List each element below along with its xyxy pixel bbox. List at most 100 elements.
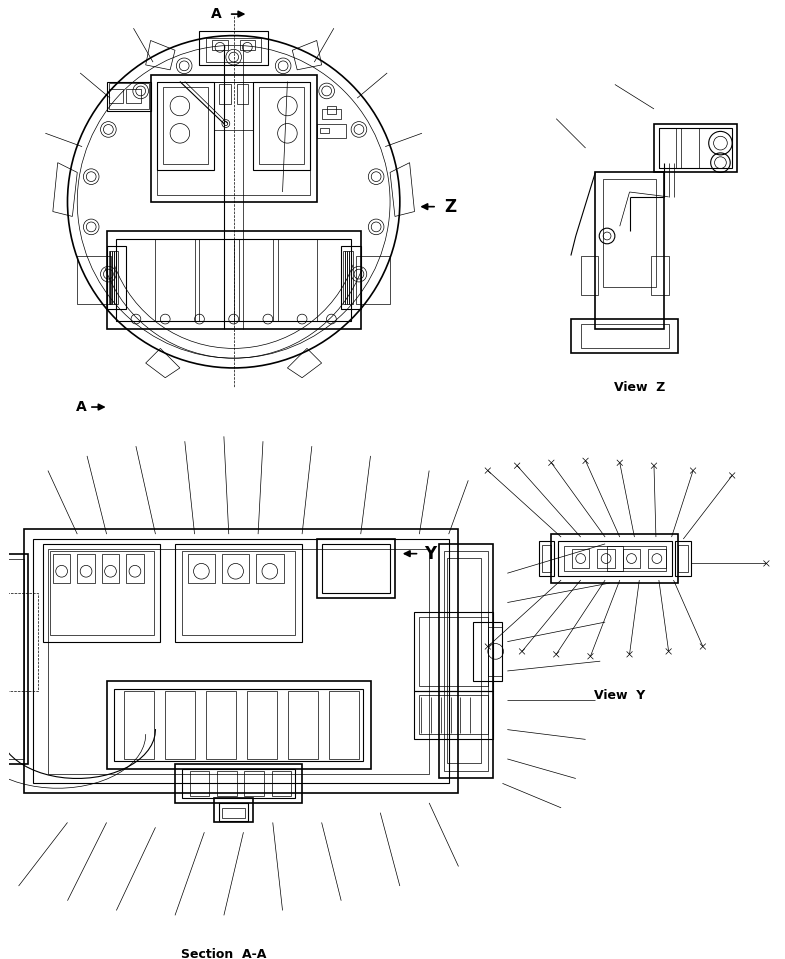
Bar (597, 549, 615, 569)
Bar (322, 544, 390, 593)
Bar (199, 239, 234, 321)
Bar (487, 627, 502, 676)
Bar (278, 239, 316, 321)
Bar (124, 690, 154, 759)
Bar (182, 550, 295, 635)
Bar (43, 544, 160, 642)
Bar (571, 549, 590, 569)
Bar (288, 690, 318, 759)
Bar (206, 690, 236, 759)
Text: Y: Y (424, 545, 436, 563)
Bar (158, 82, 214, 170)
Bar (678, 545, 688, 573)
Bar (126, 553, 144, 583)
Bar (206, 37, 261, 62)
Bar (603, 179, 656, 287)
Bar (345, 250, 347, 304)
Bar (175, 544, 302, 642)
Bar (681, 129, 699, 168)
Bar (581, 324, 669, 348)
Text: View  Z: View Z (614, 381, 665, 394)
Bar (0, 593, 38, 690)
Bar (33, 539, 449, 784)
Bar (439, 544, 493, 779)
Bar (107, 681, 371, 769)
Bar (116, 250, 119, 304)
Text: A: A (76, 400, 87, 414)
Bar (24, 529, 458, 793)
Bar (126, 89, 141, 103)
Bar (419, 618, 487, 686)
Bar (595, 173, 664, 329)
Bar (551, 534, 678, 583)
Bar (659, 129, 677, 168)
Bar (53, 553, 71, 583)
Bar (419, 695, 487, 735)
Bar (322, 109, 341, 119)
Bar (654, 124, 737, 173)
Bar (217, 771, 236, 796)
Bar (254, 82, 310, 170)
Bar (219, 803, 248, 821)
Bar (648, 549, 666, 569)
Bar (188, 553, 215, 583)
Bar (659, 129, 732, 168)
Bar (115, 250, 116, 304)
Bar (247, 690, 276, 759)
Bar (349, 250, 351, 304)
Bar (77, 255, 111, 304)
Bar (108, 83, 148, 109)
Bar (473, 622, 502, 681)
Bar (151, 75, 316, 201)
Bar (222, 553, 250, 583)
Bar (108, 89, 123, 103)
Bar (539, 541, 554, 576)
Bar (239, 239, 272, 321)
Bar (256, 553, 283, 583)
Bar (214, 798, 254, 823)
Bar (236, 84, 248, 104)
Bar (542, 545, 551, 573)
Bar (7, 558, 24, 759)
Bar (163, 87, 208, 164)
Bar (199, 31, 268, 65)
Bar (165, 690, 195, 759)
Bar (108, 250, 111, 304)
Bar (351, 250, 353, 304)
Bar (316, 124, 346, 138)
Bar (447, 557, 481, 762)
Bar (244, 771, 264, 796)
Bar (564, 546, 666, 572)
Bar (239, 40, 255, 50)
Bar (414, 690, 493, 739)
Bar (48, 549, 429, 774)
Bar (623, 549, 641, 569)
Bar (343, 250, 345, 304)
Bar (0, 569, 4, 646)
Bar (107, 231, 361, 329)
Bar (341, 246, 361, 310)
Bar (327, 106, 336, 114)
Bar (175, 763, 302, 803)
Text: View  Y: View Y (594, 689, 645, 702)
Bar (316, 539, 395, 597)
Bar (259, 87, 304, 164)
Bar (675, 541, 691, 576)
Bar (414, 612, 493, 690)
Text: Section  A-A: Section A-A (181, 947, 267, 959)
Bar (155, 239, 195, 321)
Bar (112, 250, 115, 304)
Bar (222, 807, 246, 818)
Bar (158, 82, 310, 195)
Bar (581, 255, 598, 294)
Bar (651, 255, 669, 294)
Bar (319, 129, 330, 133)
Bar (50, 550, 154, 635)
Bar (107, 246, 126, 310)
Bar (4, 553, 28, 763)
Bar (212, 40, 228, 50)
Bar (219, 84, 231, 104)
Bar (102, 553, 119, 583)
Bar (111, 250, 112, 304)
Bar (444, 550, 487, 771)
